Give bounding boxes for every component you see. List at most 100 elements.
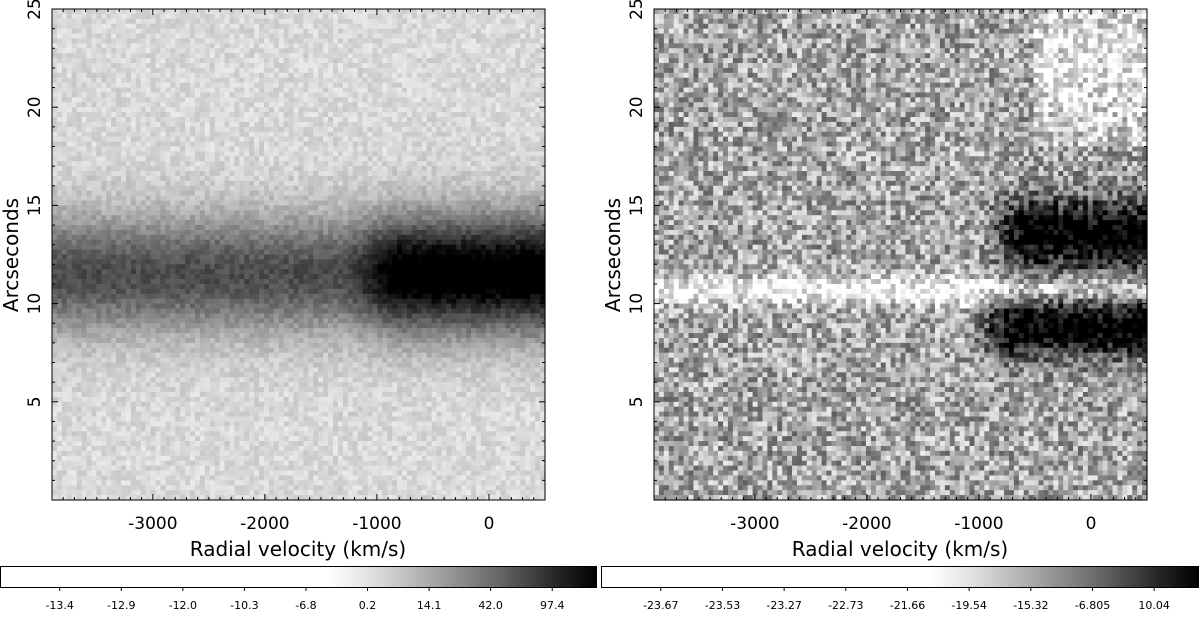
heatmap-cell bbox=[328, 249, 334, 256]
heatmap-cell bbox=[397, 190, 403, 197]
heatmap-cell bbox=[140, 131, 147, 138]
heatmap-cell bbox=[441, 141, 447, 148]
heatmap-cell bbox=[66, 97, 73, 103]
heatmap-cell bbox=[342, 9, 349, 15]
heatmap-cell bbox=[323, 205, 329, 211]
heatmap-cell bbox=[475, 102, 482, 108]
heatmap-cell bbox=[175, 126, 181, 133]
heatmap-cell bbox=[106, 215, 112, 221]
heatmap-cell bbox=[303, 239, 309, 246]
heatmap-cell bbox=[130, 239, 137, 246]
heatmap-cell bbox=[392, 229, 398, 236]
heatmap-cell bbox=[91, 210, 97, 216]
heatmap-cell bbox=[392, 234, 398, 241]
heatmap-cell bbox=[244, 77, 250, 84]
heatmap-cell bbox=[219, 112, 226, 118]
heatmap-cell bbox=[471, 28, 477, 35]
heatmap-cell bbox=[224, 234, 231, 241]
heatmap-cell bbox=[278, 244, 285, 251]
heatmap-cell bbox=[219, 244, 226, 251]
heatmap-cell bbox=[461, 117, 467, 123]
heatmap-cell bbox=[352, 48, 359, 54]
heatmap-cell bbox=[185, 131, 191, 138]
heatmap-cell bbox=[471, 121, 477, 128]
heatmap-cell bbox=[61, 126, 68, 133]
heatmap-cell bbox=[382, 33, 388, 40]
heatmap-cell bbox=[298, 166, 305, 172]
heatmap-cell bbox=[510, 200, 517, 206]
heatmap-cell bbox=[416, 210, 423, 216]
heatmap-cell bbox=[185, 102, 191, 108]
heatmap-cell bbox=[101, 102, 107, 108]
heatmap-cell bbox=[436, 156, 443, 162]
heatmap-cell bbox=[323, 63, 329, 69]
heatmap-cell bbox=[387, 48, 393, 54]
heatmap-cell bbox=[456, 249, 462, 256]
heatmap-cell bbox=[485, 225, 492, 231]
heatmap-cell bbox=[362, 171, 369, 177]
heatmap-cell bbox=[116, 234, 122, 241]
heatmap-cell bbox=[81, 67, 88, 74]
heatmap-cell bbox=[367, 43, 374, 49]
heatmap-cell bbox=[540, 112, 546, 118]
heatmap-cell bbox=[175, 13, 181, 20]
heatmap-cell bbox=[436, 225, 443, 231]
heatmap-cell bbox=[165, 117, 171, 123]
heatmap-cell bbox=[111, 43, 117, 49]
heatmap-cell bbox=[328, 13, 334, 20]
heatmap-cell bbox=[313, 126, 319, 133]
heatmap-cell bbox=[451, 205, 457, 211]
heatmap-cell bbox=[337, 107, 344, 113]
heatmap-cell bbox=[480, 9, 487, 15]
heatmap-cell bbox=[185, 136, 191, 143]
heatmap-cell bbox=[199, 107, 206, 113]
heatmap-cell bbox=[441, 180, 447, 187]
heatmap-cell bbox=[446, 166, 452, 172]
heatmap-cell bbox=[66, 77, 73, 84]
heatmap-cell bbox=[441, 136, 447, 143]
heatmap-cell bbox=[145, 63, 152, 69]
heatmap-cell bbox=[337, 117, 344, 123]
heatmap-cell bbox=[540, 171, 546, 177]
heatmap-cell bbox=[52, 72, 58, 79]
heatmap-cell bbox=[347, 239, 354, 246]
heatmap-cell bbox=[406, 48, 413, 54]
heatmap-cell bbox=[273, 97, 280, 103]
heatmap-cell bbox=[426, 185, 433, 192]
heatmap-cell bbox=[530, 38, 536, 44]
heatmap-cell bbox=[525, 18, 531, 25]
heatmap-cell bbox=[140, 72, 147, 79]
heatmap-cell bbox=[451, 82, 457, 89]
heatmap-cell bbox=[140, 244, 147, 251]
heatmap-cell bbox=[214, 82, 221, 89]
heatmap-cell bbox=[66, 195, 73, 202]
heatmap-cell bbox=[382, 225, 388, 231]
heatmap-cell bbox=[323, 215, 329, 221]
heatmap-cell bbox=[480, 200, 487, 206]
heatmap-cell bbox=[185, 18, 191, 25]
heatmap-cell bbox=[145, 58, 152, 64]
heatmap-cell bbox=[209, 112, 216, 118]
heatmap-cell bbox=[480, 58, 487, 64]
heatmap-cell bbox=[387, 112, 393, 118]
heatmap-cell bbox=[224, 185, 231, 192]
heatmap-cell bbox=[426, 171, 433, 177]
heatmap-cell bbox=[377, 77, 383, 84]
heatmap-cell bbox=[328, 23, 334, 30]
heatmap-cell bbox=[298, 185, 305, 192]
heatmap-cell bbox=[219, 175, 226, 182]
heatmap-cell bbox=[209, 38, 216, 44]
heatmap-cell bbox=[273, 225, 280, 231]
heatmap-cell bbox=[466, 175, 472, 182]
heatmap-cell bbox=[510, 112, 517, 118]
heatmap-cell bbox=[298, 220, 305, 226]
heatmap-cell bbox=[175, 166, 181, 172]
heatmap-cell bbox=[397, 131, 403, 138]
heatmap-cell bbox=[254, 112, 260, 118]
heatmap-cell bbox=[145, 185, 152, 192]
heatmap-cell bbox=[106, 141, 112, 148]
heatmap-cell bbox=[328, 126, 334, 133]
heatmap-cell bbox=[160, 9, 166, 15]
heatmap-cell bbox=[283, 13, 290, 20]
heatmap-cell bbox=[406, 38, 413, 44]
